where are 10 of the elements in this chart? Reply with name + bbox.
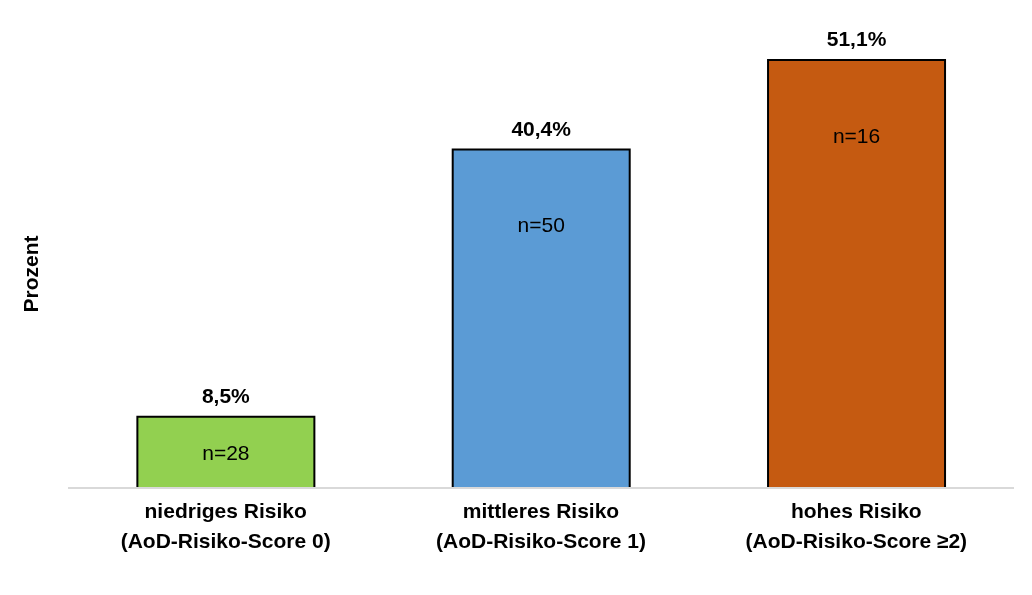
annotation: n=28 — [202, 440, 250, 464]
data-label: 40,4% — [511, 116, 572, 140]
x-tick-label: niedriges Risiko (AoD-Risiko-Score 0) — [120, 499, 331, 552]
data-label: 8,5% — [201, 383, 251, 407]
annotation: n=50 — [517, 213, 565, 237]
x-tick-label: mittleres Risiko (AoD-Risiko-Score 1) — [435, 499, 647, 552]
data-label: 51,1% — [826, 27, 887, 50]
annotation: n=16 — [832, 123, 881, 147]
y-axis-title: Prozent — [19, 235, 43, 313]
x-tick-label: hohes Risiko (AoD-Risiko-Score ≥2) — [745, 499, 968, 552]
